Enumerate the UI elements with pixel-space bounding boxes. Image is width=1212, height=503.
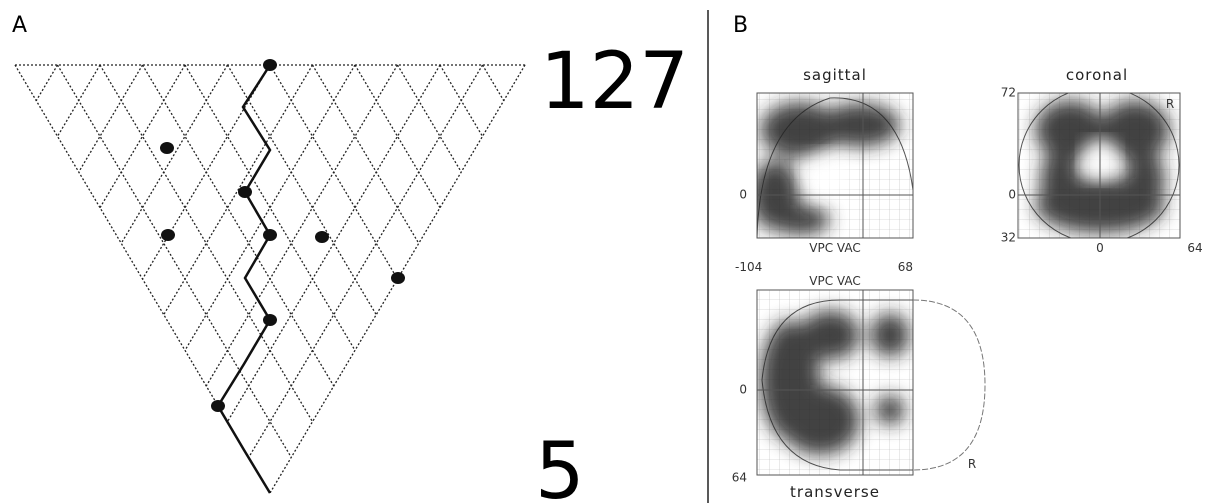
lattice-line [121,65,227,243]
axis-label: -104 [735,260,762,274]
lattice-line [313,65,419,243]
axis-label: 64 [1187,241,1202,255]
lattice-line [100,65,313,422]
panel-label: B [733,13,748,38]
view-title: coronal [1066,66,1128,84]
path [218,65,270,493]
lattice-line [228,65,441,422]
axis-label: 0 [739,188,747,202]
lattice-line [206,65,397,386]
axis-label: 32 [1001,231,1016,245]
caption: VPC VAC [809,241,860,255]
orientation: R [1166,97,1174,111]
lattice-line [143,65,334,386]
axis-label: 0 [1096,241,1104,255]
panel-label: A [12,13,27,38]
axis-label: 64 [732,471,747,485]
axis-label: 72 [1001,86,1016,100]
axis-label: 0 [739,383,747,397]
view-title: sagittal [803,66,867,84]
lattice-line [36,65,57,101]
lattice-line [398,65,462,172]
lattice-line [79,65,143,172]
caption: VPC VAC [809,274,860,288]
figure: A 127 5 B sagittal 0 VPC VAC -104 68 cor… [0,0,1212,503]
orientation: R [968,457,976,471]
lattice [15,65,525,493]
outline [913,300,985,470]
axis-label: 0 [1008,188,1016,202]
bottom-number: 5 [535,427,585,503]
top-number: 127 [540,37,689,127]
axis-label: 68 [898,260,913,274]
lattice-line [164,65,313,315]
nodes [160,59,405,412]
view-title: transverse [790,483,880,501]
lattice-line [483,65,504,101]
lattice-line [249,65,483,457]
